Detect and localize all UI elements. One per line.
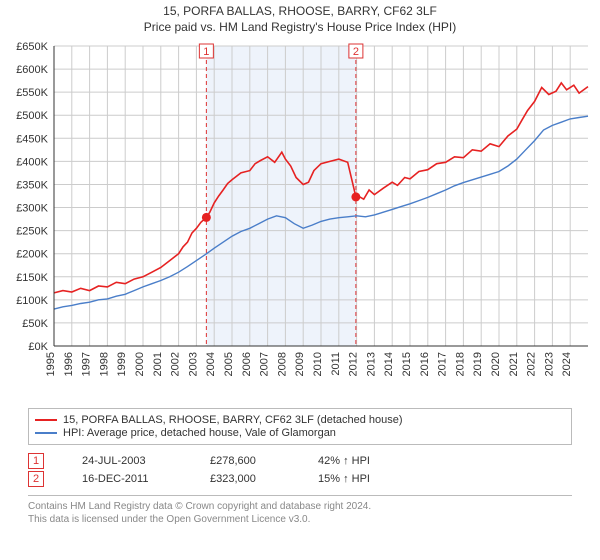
legend-row: HPI: Average price, detached house, Vale… <box>35 427 565 439</box>
svg-text:2011: 2011 <box>330 352 342 376</box>
svg-text:2000: 2000 <box>134 352 146 376</box>
sale-price: £323,000 <box>210 473 280 485</box>
svg-text:1: 1 <box>203 46 209 58</box>
sale-price: £278,600 <box>210 455 280 467</box>
svg-text:1997: 1997 <box>81 352 93 376</box>
svg-text:1998: 1998 <box>98 352 110 376</box>
svg-text:£450K: £450K <box>16 133 48 145</box>
svg-text:2009: 2009 <box>294 352 306 376</box>
sales-row: 2 16-DEC-2011 £323,000 15% ↑ HPI <box>28 471 572 487</box>
chart-title: 15, PORFA BALLAS, RHOOSE, BARRY, CF62 3L… <box>0 4 600 18</box>
footer-line: Contains HM Land Registry data © Crown c… <box>28 500 572 513</box>
svg-text:2: 2 <box>353 46 359 58</box>
chart-plot-area: £0K £50K £100K £150K £200K £250K £300K £350K £40… <box>0 42 600 402</box>
legend-label: 15, PORFA BALLAS, RHOOSE, BARRY, CF62 3L… <box>63 414 403 426</box>
svg-text:£550K: £550K <box>16 87 48 99</box>
svg-text:2014: 2014 <box>383 352 395 376</box>
legend-row: 15, PORFA BALLAS, RHOOSE, BARRY, CF62 3L… <box>35 414 565 426</box>
sale-relative: 15% ↑ HPI <box>318 473 398 485</box>
svg-text:1995: 1995 <box>45 352 57 376</box>
svg-text:2021: 2021 <box>508 352 520 376</box>
svg-text:2010: 2010 <box>312 352 324 376</box>
chart-subtitle: Price paid vs. HM Land Registry's House … <box>0 20 600 34</box>
svg-text:1996: 1996 <box>63 352 75 376</box>
svg-text:£400K: £400K <box>16 156 48 168</box>
sale-marker-box: 2 <box>28 471 44 487</box>
svg-text:£100K: £100K <box>16 295 48 307</box>
svg-text:2012: 2012 <box>348 352 360 376</box>
svg-text:2019: 2019 <box>472 352 484 376</box>
svg-text:£350K: £350K <box>16 179 48 191</box>
sales-row: 1 24-JUL-2003 £278,600 42% ↑ HPI <box>28 453 572 469</box>
svg-text:2005: 2005 <box>223 352 235 376</box>
svg-text:2018: 2018 <box>454 352 466 376</box>
svg-text:2003: 2003 <box>187 352 199 376</box>
svg-text:£50K: £50K <box>22 318 48 330</box>
svg-text:2020: 2020 <box>490 352 502 376</box>
legend-swatch <box>35 432 57 434</box>
svg-text:2022: 2022 <box>526 352 538 376</box>
legend-label: HPI: Average price, detached house, Vale… <box>63 427 336 439</box>
svg-text:2013: 2013 <box>365 352 377 376</box>
legend-swatch <box>35 419 57 421</box>
sale-relative: 42% ↑ HPI <box>318 455 398 467</box>
chart-svg: £0K £50K £100K £150K £200K £250K £300K £350K £40… <box>0 42 600 402</box>
svg-text:2008: 2008 <box>276 352 288 376</box>
svg-text:£600K: £600K <box>16 64 48 76</box>
chart-container: 15, PORFA BALLAS, RHOOSE, BARRY, CF62 3L… <box>0 0 600 560</box>
svg-text:£0K: £0K <box>28 341 48 353</box>
sale-date: 16-DEC-2011 <box>82 473 172 485</box>
svg-text:2023: 2023 <box>543 352 555 376</box>
legend: 15, PORFA BALLAS, RHOOSE, BARRY, CF62 3L… <box>28 408 572 445</box>
svg-text:£650K: £650K <box>16 42 48 53</box>
svg-text:£300K: £300K <box>16 203 48 215</box>
sale-date: 24-JUL-2003 <box>82 455 172 467</box>
svg-text:2006: 2006 <box>241 352 253 376</box>
sale-marker-box: 1 <box>28 453 44 469</box>
svg-text:2017: 2017 <box>437 352 449 376</box>
svg-text:2016: 2016 <box>419 352 431 376</box>
svg-text:2024: 2024 <box>561 352 573 376</box>
svg-text:£200K: £200K <box>16 249 48 261</box>
sales-table: 1 24-JUL-2003 £278,600 42% ↑ HPI 2 16-DEC-201… <box>28 453 572 487</box>
svg-text:£500K: £500K <box>16 110 48 122</box>
footer-line: This data is licensed under the Open Gov… <box>28 513 572 526</box>
footer: Contains HM Land Registry data © Crown c… <box>28 495 572 526</box>
svg-text:2007: 2007 <box>259 352 271 376</box>
svg-text:1999: 1999 <box>116 352 128 376</box>
svg-text:2015: 2015 <box>401 352 413 376</box>
svg-text:2001: 2001 <box>152 352 164 376</box>
svg-text:£250K: £250K <box>16 226 48 238</box>
svg-text:£150K: £150K <box>16 272 48 284</box>
svg-text:2002: 2002 <box>170 352 182 376</box>
svg-text:2004: 2004 <box>205 352 217 376</box>
